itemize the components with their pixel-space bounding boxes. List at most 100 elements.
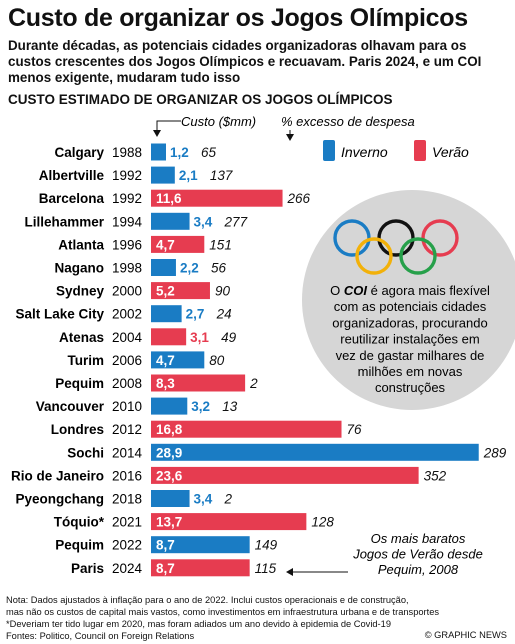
cost-bar-winter [151, 143, 166, 161]
cost-bar-summer [151, 235, 205, 253]
city-label: Pequim [55, 538, 104, 553]
legend-swatch-winter [323, 140, 335, 161]
coi-annotation-line: construções [375, 380, 446, 395]
cost-value-label: 3,1 [190, 330, 209, 345]
overrun-value-label: 2 [249, 376, 258, 391]
coi-annotation-line: milhões em novas [358, 364, 463, 379]
overrun-value-label: 151 [209, 237, 232, 252]
year-label: 1994 [112, 214, 143, 229]
cost-bar-summer [151, 374, 246, 392]
year-label: 1992 [112, 168, 142, 183]
year-label: 2014 [112, 445, 143, 460]
year-label: 2016 [112, 468, 142, 483]
sources-line: Fontes: Politico, Council on Foreign Rel… [6, 631, 195, 641]
overrun-arrow-head [286, 134, 294, 141]
cost-bar-summer [151, 189, 283, 207]
cost-bar-summer [151, 513, 307, 531]
cost-bar-winter [151, 397, 188, 415]
city-label: Londres [51, 422, 104, 437]
year-label: 2022 [112, 538, 142, 553]
overrun-value-label: 266 [287, 191, 311, 206]
city-label: Lillehammer [24, 214, 104, 229]
legend-label-summer: Verão [432, 144, 469, 160]
cost-value-label: 3,4 [194, 492, 213, 507]
cost-bar-summer [151, 466, 419, 484]
cost-bar-winter [151, 351, 205, 369]
cost-bar-winter [151, 305, 182, 323]
city-label: Sydney [56, 284, 105, 299]
city-label: Barcelona [39, 191, 105, 206]
cost-bar-winter [151, 166, 175, 184]
city-label: Atlanta [58, 237, 104, 252]
footnote-line: *Deveriam ter tido lugar em 2020, mas fo… [6, 619, 391, 629]
footnote-line: Nota: Dados ajustados à inflação para o … [6, 595, 409, 605]
legend-label-winter: Inverno [341, 144, 388, 160]
coi-annotation-line: reutilizar instalações em [340, 332, 479, 347]
coi-annotation-line: vez de gastar milhares de [336, 348, 485, 363]
cost-bar-winter [151, 259, 176, 276]
overrun-value-label: 24 [216, 307, 232, 322]
overrun-value-label: 277 [224, 214, 248, 229]
overrun-value-label: 13 [222, 399, 238, 414]
cost-column-label: Custo ($mm) [181, 114, 256, 129]
footnote: Nota: Dados ajustados à inflação para o … [6, 594, 515, 642]
cheapest-arrow-head [286, 568, 293, 576]
city-label: Paris [71, 561, 104, 576]
overrun-column-label: % excesso de despesa [281, 114, 415, 129]
coi-annotation-line: com as potenciais cidades [334, 299, 487, 314]
cost-value-label: 2,2 [180, 261, 199, 276]
coi-annotation-line: O COI é agora mais flexível [330, 283, 490, 298]
city-label: Atenas [59, 330, 104, 345]
year-label: 1998 [112, 261, 142, 276]
cheapest-annotation-line: Pequim, 2008 [378, 562, 459, 577]
overrun-value-label: 149 [255, 538, 278, 553]
city-label: Rio de Janeiro [11, 468, 104, 483]
year-label: 2010 [112, 399, 142, 414]
city-label: Sochi [67, 445, 104, 460]
cost-value-label: 1,2 [170, 145, 189, 160]
year-label: 2018 [112, 492, 142, 507]
overrun-value-label: 56 [211, 261, 227, 276]
coi-prefix: O [330, 283, 344, 298]
cost-value-label: 2,7 [186, 307, 205, 322]
cost-value-label: 3,4 [194, 214, 213, 229]
overrun-value-label: 65 [201, 145, 217, 160]
city-label: Tóquio* [54, 515, 105, 530]
cost-value-label: 23,6 [156, 468, 183, 483]
coi-text: é agora mais flexível [367, 283, 490, 298]
cost-bar-summer [151, 420, 342, 438]
year-label: 2006 [112, 353, 142, 368]
year-label: 2012 [112, 422, 142, 437]
city-label: Albertville [39, 168, 105, 183]
year-label: 2008 [112, 376, 142, 391]
year-label: 1996 [112, 237, 142, 252]
overrun-value-label: 76 [347, 422, 363, 437]
cost-value-label: 28,9 [156, 445, 182, 460]
annotation-circle [302, 190, 515, 410]
cheapest-annotation-line: Jogos de Verão desde [352, 547, 483, 562]
city-label: Pyeongchang [15, 492, 104, 507]
cost-arrow-head [153, 130, 161, 137]
city-label: Calgary [54, 145, 104, 160]
cost-value-label: 8,7 [156, 538, 175, 553]
cost-value-label: 11,6 [156, 191, 182, 206]
cheapest-annotation-line: Os mais baratos [371, 531, 466, 546]
year-label: 2000 [112, 284, 142, 299]
city-label: Pequim [55, 376, 104, 391]
cost-bar-summer [151, 328, 187, 346]
page-subtitle: Durante décadas, as potenciais cidades o… [8, 38, 482, 85]
cost-bar-summer [151, 282, 210, 300]
coi-acronym: COI [344, 283, 368, 298]
overrun-value-label: 49 [221, 330, 237, 345]
cost-bar-winter [151, 212, 190, 230]
year-label: 2002 [112, 307, 142, 322]
cost-bar-winter [151, 490, 190, 507]
year-label: 1988 [112, 145, 142, 160]
page-title: Custo de organizar os Jogos Olímpicos [8, 4, 468, 32]
overrun-value-label: 2 [224, 492, 233, 507]
cost-value-label: 8,3 [156, 376, 175, 391]
cost-value-label: 8,7 [156, 561, 175, 576]
cost-arrow [156, 120, 181, 133]
cost-bar-summer [151, 559, 250, 577]
